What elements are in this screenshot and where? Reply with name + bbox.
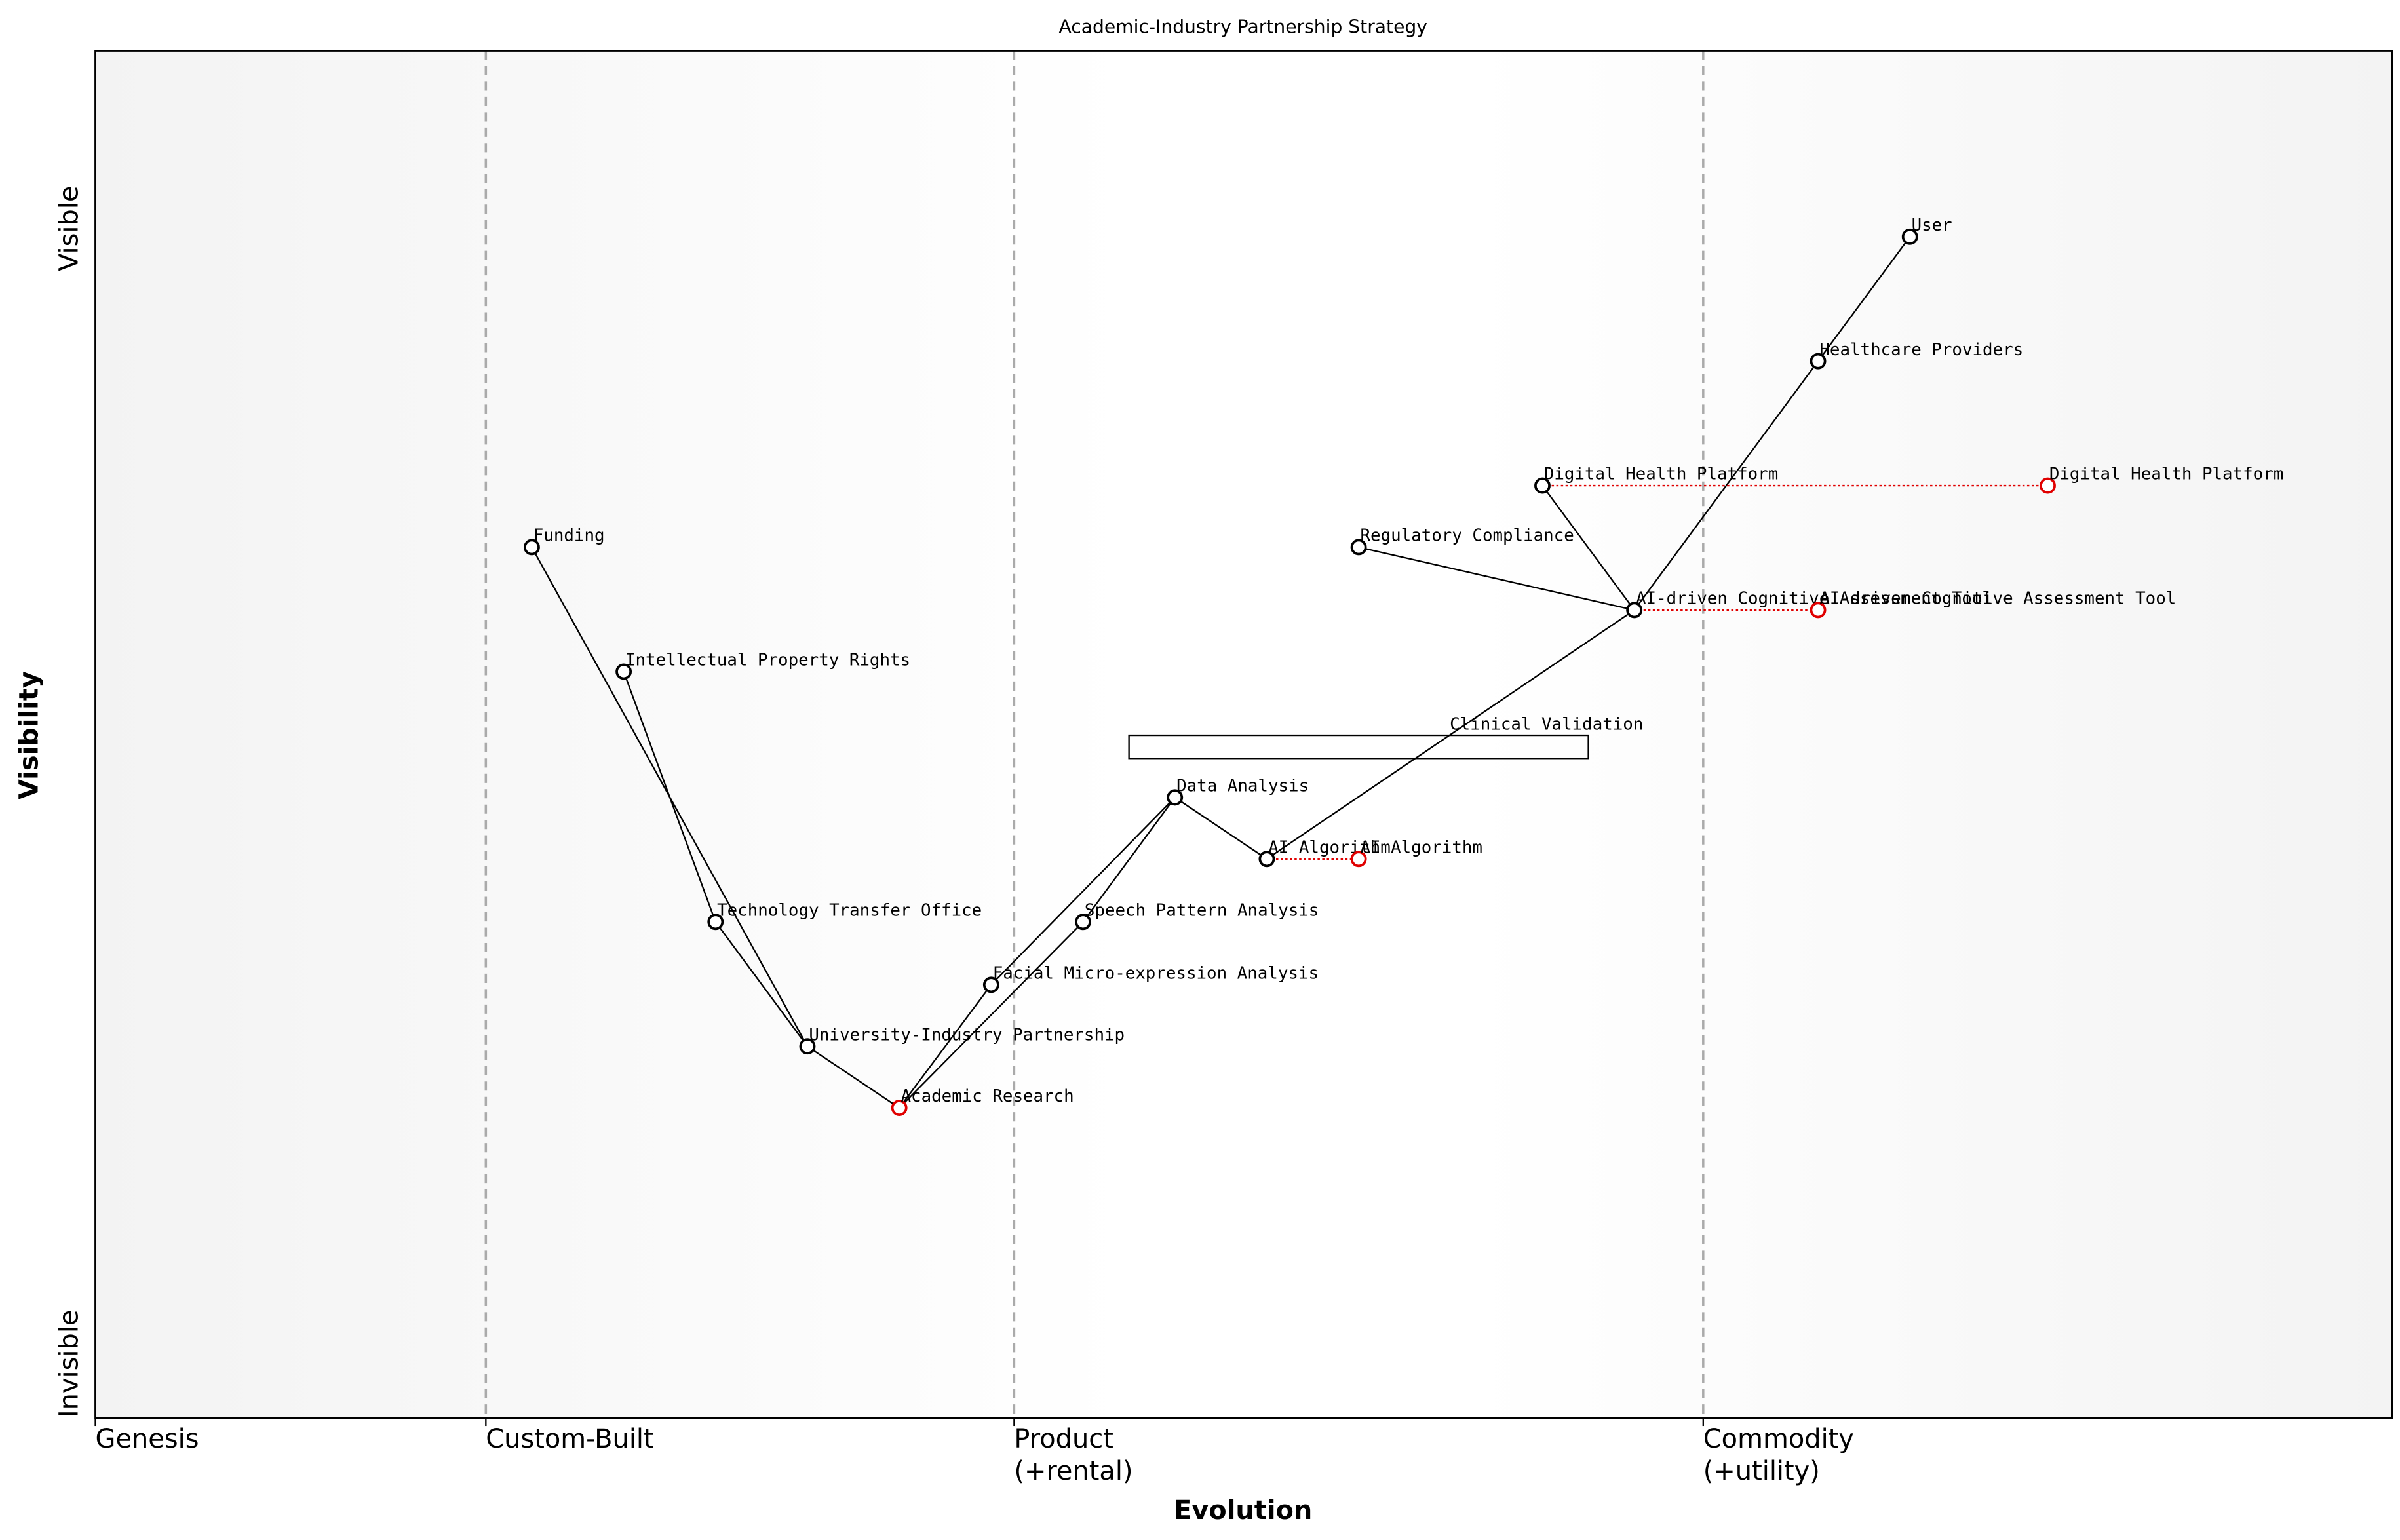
component — [1167, 789, 1184, 806]
component-label: Healthcare Providers — [1819, 340, 2023, 360]
y-axis-title: Visibility — [14, 671, 44, 799]
link — [990, 797, 1176, 986]
component — [1350, 851, 1367, 868]
component — [615, 663, 632, 680]
component-label: University-Industry Partnership — [809, 1025, 1125, 1045]
component — [1075, 914, 1091, 931]
component-label: Academic Research — [901, 1087, 1074, 1106]
pipeline — [1128, 734, 1589, 760]
link — [1174, 796, 1268, 860]
component — [1350, 539, 1367, 556]
link — [807, 1045, 900, 1109]
component — [799, 1038, 816, 1055]
component-label: Speech Pattern Analysis — [1085, 900, 1319, 920]
component-label: Clinical Validation — [1450, 715, 1643, 735]
component — [1810, 353, 1827, 370]
y-tick-label: Visible — [54, 186, 84, 271]
component-label: Intellectual Property Rights — [625, 650, 910, 670]
component-label: Digital Health Platform — [1544, 465, 1778, 484]
link — [899, 921, 1084, 1109]
link — [1266, 609, 1635, 860]
component — [1258, 851, 1275, 868]
component — [982, 976, 999, 993]
x-tick-label: Custom-Built — [486, 1424, 654, 1455]
component — [2040, 477, 2056, 494]
component — [1810, 602, 1827, 619]
x-tick-label: Product (+rental) — [1014, 1424, 1133, 1488]
component — [523, 539, 540, 556]
plot-frame — [94, 50, 2393, 1419]
component — [1626, 602, 1643, 619]
component — [1534, 477, 1551, 494]
plot-background — [95, 50, 2393, 1419]
component-label: AI Algorithm — [1268, 837, 1391, 857]
component-label: User — [1912, 216, 1952, 235]
plot-layer: Invisible Visible User Healthcare Providers… — [54, 50, 2283, 1427]
component-label: Technology Transfer Office — [717, 900, 982, 920]
chart-title: Academic-Industry Partnership Strategy — [1058, 16, 1427, 37]
link — [1082, 797, 1176, 923]
link — [899, 984, 992, 1109]
link — [1817, 236, 1911, 362]
component-label: Funding — [533, 526, 605, 546]
component-label: Digital Health Platform — [2049, 465, 2283, 484]
component-label: AI-driven Cognitive Assessment Tool — [1819, 589, 2176, 609]
component-label: Regulatory Compliance — [1360, 526, 1574, 546]
component-label: Facial Micro-expression Analysis — [993, 963, 1319, 983]
link — [1633, 360, 1819, 611]
x-tick-label: Commodity (+utility) — [1703, 1424, 1854, 1488]
component-label: Data Analysis — [1176, 776, 1309, 796]
component — [707, 914, 724, 931]
y-tick-label: Invisible — [54, 1310, 84, 1418]
x-tick-label: Genesis — [95, 1424, 199, 1455]
x-axis-title: Evolution — [1174, 1495, 1312, 1526]
component-label: AI Algorithm — [1360, 837, 1482, 857]
link — [1358, 546, 1635, 611]
link — [1541, 485, 1635, 611]
component — [1901, 228, 1918, 245]
component — [891, 1100, 908, 1117]
link — [714, 921, 808, 1047]
link — [623, 671, 716, 923]
